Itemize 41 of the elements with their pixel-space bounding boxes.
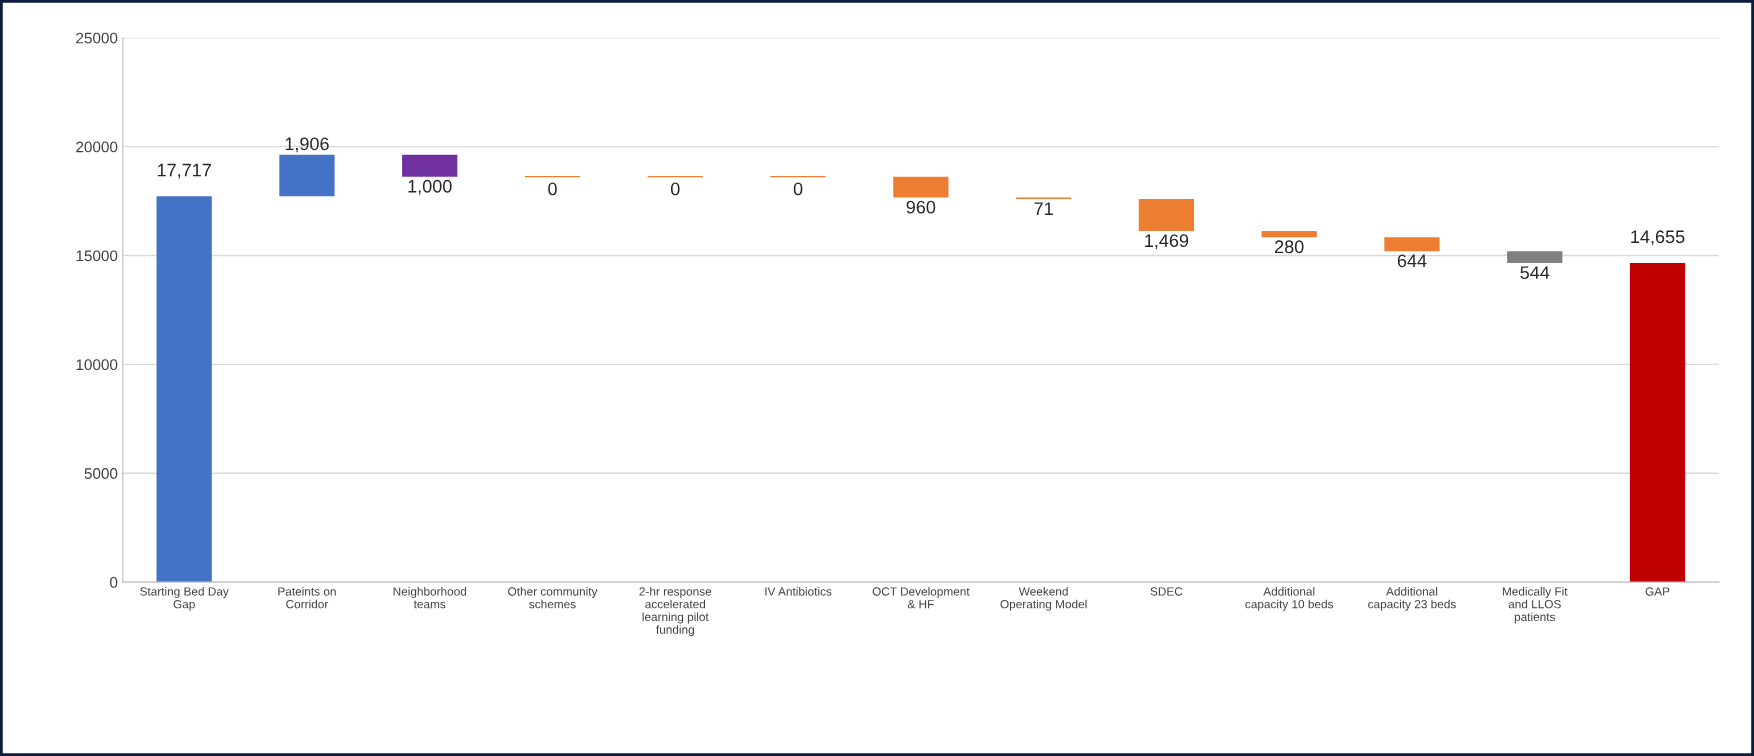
y-tick-label: 5000	[84, 468, 118, 479]
bar	[279, 154, 335, 197]
y-tick-label: 20000	[76, 141, 118, 153]
data-label: 14,655	[1631, 230, 1685, 246]
x-tick-label: Other community schemes	[508, 586, 598, 609]
x-tick-label: Medically Fit and LLOS patients	[1502, 586, 1568, 624]
x-tick-label: Pateints on Corridor	[278, 586, 336, 609]
y-tick-label: 25000	[76, 32, 118, 44]
bar	[156, 196, 212, 583]
x-tick-label: Starting Bed Day Gap	[140, 586, 229, 611]
x-tick-label: OCT Development & HF	[872, 586, 970, 609]
bar	[1507, 251, 1563, 264]
data-label: 1,000	[408, 179, 452, 195]
data-label: 0	[670, 182, 680, 196]
bar	[1261, 231, 1317, 238]
data-label: 1,469	[1145, 234, 1189, 250]
data-label: 544	[1520, 266, 1550, 280]
x-tick-label: Additional capacity 23 beds	[1368, 586, 1456, 611]
x-tick-label: Neighborhood teams	[393, 586, 467, 609]
data-label: 0	[793, 182, 803, 196]
y-tick-label: 0	[110, 576, 118, 588]
bar	[1629, 263, 1686, 583]
x-tick-label: GAP	[1645, 587, 1670, 596]
bar	[1384, 237, 1440, 252]
y-tick-label: 15000	[76, 250, 118, 262]
data-label: 280	[1275, 240, 1304, 254]
data-label: 644	[1397, 254, 1427, 268]
bar	[402, 154, 458, 177]
bar	[1138, 199, 1195, 232]
data-label: 1,906	[285, 137, 329, 153]
data-label: 71	[1034, 202, 1053, 215]
data-label: 960	[906, 200, 936, 214]
data-label: 0	[548, 182, 557, 196]
data-label: 17,717	[157, 163, 211, 179]
x-tick-label: SDEC	[1150, 587, 1183, 596]
bar	[893, 176, 949, 198]
x-tick-label: Weekend Operating Model	[1000, 586, 1087, 611]
x-tick-label: 2-hr response accelerated learning pilot funding	[639, 586, 712, 637]
y-tick-label: 10000	[76, 359, 118, 371]
x-tick-label: Additional capacity 10 beds	[1245, 586, 1334, 611]
x-tick-label: IV Antibiotics	[765, 586, 832, 596]
